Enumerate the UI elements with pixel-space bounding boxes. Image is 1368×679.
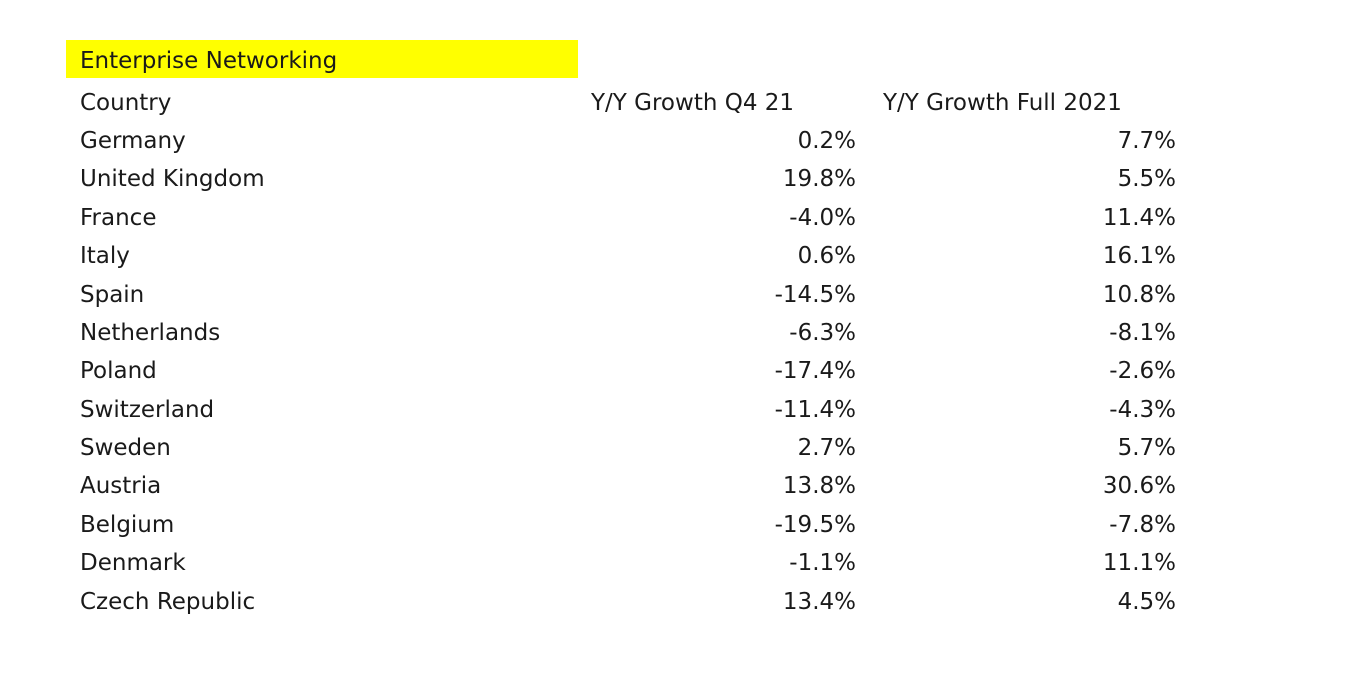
- q4-growth-cell: 2.7%: [797, 435, 856, 461]
- country-cell: France: [80, 205, 157, 231]
- q4-growth-cell: -4.0%: [789, 205, 856, 231]
- full-year-growth-cell: 10.8%: [1102, 282, 1176, 308]
- full-year-growth-cell: -8.1%: [1109, 320, 1176, 346]
- q4-growth-cell: 13.4%: [782, 589, 856, 615]
- table-row: Germany 0.2% 7.7%: [0, 122, 1368, 160]
- table-row: Netherlands -6.3% -8.1%: [0, 314, 1368, 352]
- country-cell: Belgium: [80, 512, 175, 538]
- q4-growth-cell: 0.2%: [797, 128, 856, 154]
- table-row: France -4.0% 11.4%: [0, 199, 1368, 237]
- header-full-year-growth: Y/Y Growth Full 2021: [883, 90, 1122, 116]
- full-year-growth-cell: -4.3%: [1109, 397, 1176, 423]
- q4-growth-cell: -1.1%: [789, 550, 856, 576]
- full-year-growth-cell: -7.8%: [1109, 512, 1176, 538]
- table-row: Czech Republic 13.4% 4.5%: [0, 583, 1368, 621]
- country-cell: Switzerland: [80, 397, 215, 423]
- header-country: Country: [80, 90, 172, 116]
- q4-growth-cell: -11.4%: [774, 397, 856, 423]
- q4-growth-cell: -14.5%: [774, 282, 856, 308]
- country-cell: Denmark: [80, 550, 186, 576]
- table-row: Belgium -19.5% -7.8%: [0, 506, 1368, 544]
- q4-growth-cell: -6.3%: [789, 320, 856, 346]
- full-year-growth-cell: 4.5%: [1117, 589, 1176, 615]
- header-row: Country Y/Y Growth Q4 21 Y/Y Growth Full…: [0, 84, 1368, 122]
- title-highlight: [66, 40, 578, 78]
- q4-growth-cell: 19.8%: [782, 166, 856, 192]
- country-cell: Germany: [80, 128, 186, 154]
- full-year-growth-cell: 30.6%: [1102, 473, 1176, 499]
- country-cell: Netherlands: [80, 320, 221, 346]
- full-year-growth-cell: 7.7%: [1117, 128, 1176, 154]
- country-cell: United Kingdom: [80, 166, 265, 192]
- full-year-growth-cell: -2.6%: [1109, 358, 1176, 384]
- q4-growth-cell: 0.6%: [797, 243, 856, 269]
- table-row: Sweden 2.7% 5.7%: [0, 429, 1368, 467]
- table-row: Austria 13.8% 30.6%: [0, 467, 1368, 505]
- full-year-growth-cell: 5.5%: [1117, 166, 1176, 192]
- table-row: Switzerland -11.4% -4.3%: [0, 391, 1368, 429]
- country-cell: Austria: [80, 473, 162, 499]
- full-year-growth-cell: 16.1%: [1102, 243, 1176, 269]
- country-cell: Spain: [80, 282, 145, 308]
- header-q4-growth: Y/Y Growth Q4 21: [591, 90, 795, 116]
- country-cell: Czech Republic: [80, 589, 256, 615]
- table-title: Enterprise Networking: [80, 48, 338, 74]
- country-cell: Poland: [80, 358, 157, 384]
- full-year-growth-cell: 11.1%: [1102, 550, 1176, 576]
- q4-growth-cell: -17.4%: [774, 358, 856, 384]
- country-cell: Sweden: [80, 435, 171, 461]
- country-cell: Italy: [80, 243, 130, 269]
- table-row: Italy 0.6% 16.1%: [0, 237, 1368, 275]
- table-row: United Kingdom 19.8% 5.5%: [0, 160, 1368, 198]
- full-year-growth-cell: 5.7%: [1117, 435, 1176, 461]
- table-row: Denmark -1.1% 11.1%: [0, 544, 1368, 582]
- q4-growth-cell: -19.5%: [774, 512, 856, 538]
- q4-growth-cell: 13.8%: [782, 473, 856, 499]
- table-row: Poland -17.4% -2.6%: [0, 352, 1368, 390]
- full-year-growth-cell: 11.4%: [1102, 205, 1176, 231]
- table-row: Spain -14.5% 10.8%: [0, 276, 1368, 314]
